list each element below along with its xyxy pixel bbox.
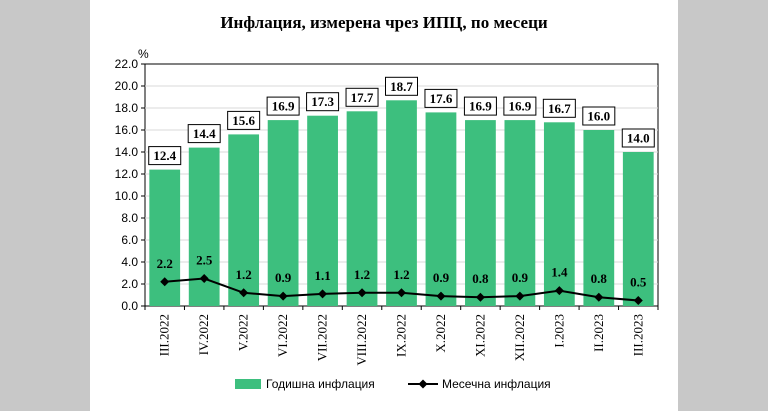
monthly-value-label: 2.5 (196, 253, 213, 268)
bar-III.2023 (622, 152, 654, 306)
y-tick-label: 8.0 (121, 211, 138, 225)
monthly-point (239, 288, 249, 298)
bar-value-label: 17.3 (311, 94, 334, 109)
monthly-point (594, 292, 604, 302)
chart-panel: Инфлация, измерена чрез ИПЦ, по месеци %… (90, 0, 678, 411)
bar-value-label: 17.6 (430, 91, 453, 106)
axes: 0.0 2.0 4.0 6.0 8.0 10.0 12.0 14.0 16.0 18.0 20.0 2… (115, 57, 659, 366)
x-tick-label: XI.2022 (472, 314, 487, 357)
legend-marker-monthly (418, 379, 428, 389)
bar-value-label: 14.0 (627, 131, 650, 146)
bar-IX.2022 (386, 100, 417, 306)
monthly-value-label: 0.8 (591, 271, 608, 286)
monthly-point (633, 296, 643, 305)
y-axis-unit: % (138, 47, 149, 61)
y-tick-label: 4.0 (121, 255, 138, 269)
x-tick-label: XII.2022 (512, 314, 527, 361)
y-tick-label: 16.0 (115, 123, 139, 137)
bar-label-box (187, 124, 221, 144)
bar-value-label: 16.7 (548, 101, 571, 116)
bar-label-box (227, 110, 261, 130)
monthly-point (160, 277, 170, 287)
y-tick-label: 14.0 (115, 145, 139, 159)
bar-VI.2022 (267, 120, 299, 306)
bar-label-box (306, 92, 340, 112)
y-tick-label: 20.0 (115, 79, 139, 93)
bar-label-box (463, 96, 497, 116)
monthly-value-label: 1.1 (314, 268, 330, 283)
x-tick-label: X.2022 (433, 314, 448, 353)
monthly-point (318, 289, 328, 299)
bar-value-label: 16.0 (587, 109, 610, 124)
bar-value-label: 17.7 (351, 90, 374, 105)
monthly-value-label: 0.9 (512, 270, 529, 285)
bar-value-label: 18.7 (390, 79, 413, 94)
monthly-point (199, 274, 209, 283)
x-tick-label: I.2023 (551, 314, 566, 348)
x-tick-label: VII.2022 (315, 314, 330, 361)
monthly-point (436, 291, 446, 301)
monthly-value-label: 1.4 (551, 265, 568, 280)
y-tick-label: 18.0 (115, 101, 139, 115)
x-tick-label: III.2022 (157, 314, 172, 356)
monthly-value-label: 2.2 (157, 256, 173, 271)
monthly-line: 2.2 2.5 1.2 0.9 1.1 1.2 1.2 0.9 0.8 0.9 1.4 0.8 0.5 (157, 253, 647, 305)
monthly-point (515, 291, 525, 301)
bar-label-box (542, 98, 576, 118)
bar-XII.2022 (504, 120, 536, 306)
monthly-value-label: 0.9 (433, 270, 450, 285)
monthly-value-label: 0.5 (630, 275, 647, 290)
monthly-value-label: 1.2 (354, 267, 370, 282)
y-tick-label: 22.0 (115, 57, 139, 71)
bar-label-box (148, 146, 182, 166)
bar-label-box (385, 76, 418, 96)
monthly-value-label: 0.8 (472, 271, 489, 286)
bar-label-box (266, 96, 300, 116)
bar-V.2022 (228, 134, 260, 306)
y-tick-label: 10.0 (115, 189, 139, 203)
bar-value-label: 12.4 (153, 148, 176, 163)
bar-label-box (345, 87, 379, 107)
bar-value-label: 15.6 (232, 113, 255, 128)
y-tick-label: 6.0 (121, 233, 138, 247)
monthly-value-label: 1.2 (236, 267, 252, 282)
x-tick-label: II.2023 (591, 314, 606, 352)
x-tick-label: IV.2022 (196, 314, 211, 355)
monthly-point (278, 291, 288, 301)
y-tick-label: 2.0 (121, 277, 138, 291)
monthly-point (554, 286, 564, 296)
monthly-point (475, 292, 485, 302)
bar-label-box (621, 128, 655, 148)
x-tick-label: VI.2022 (275, 314, 290, 357)
x-tick-label: V.2022 (236, 314, 251, 351)
bar-XI.2022 (465, 120, 496, 306)
x-tick-label: III.2023 (630, 314, 645, 356)
legend: Годишна инфлация Месечна инфлация (235, 377, 551, 391)
bar-VII.2022 (307, 115, 338, 306)
chart-title: Инфлация, измерена чрез ИПЦ, по месеци (220, 13, 548, 32)
monthly-value-label: 1.2 (393, 267, 409, 282)
bar-VIII.2022 (346, 111, 378, 306)
bar-label-box (424, 88, 458, 108)
legend-label-annual: Годишна инфлация (266, 377, 375, 391)
y-tick-label: 12.0 (115, 167, 139, 181)
legend-swatch-annual (235, 379, 261, 389)
monthly-point (397, 288, 406, 298)
bar-X.2022 (425, 112, 457, 307)
bar-I.2023 (543, 122, 575, 306)
monthly-point (357, 288, 367, 298)
chart: Инфлация, измерена чрез ИПЦ, по месеци %… (115, 13, 659, 391)
monthly-value-label: 0.9 (275, 270, 292, 285)
bar-value-label: 16.9 (509, 99, 532, 114)
bar-value-label: 16.9 (469, 99, 492, 114)
bar-label-box (503, 96, 537, 116)
x-tick-label: VIII.2022 (354, 314, 369, 366)
bar-label-box (582, 106, 616, 126)
bar-value-label: 14.4 (193, 126, 216, 141)
x-tick-label: IX.2022 (394, 314, 409, 357)
legend-label-monthly: Месечна инфлация (442, 377, 551, 391)
y-tick-label: 0.0 (121, 299, 138, 313)
bar-value-label: 16.9 (272, 99, 295, 114)
bar-II.2023 (583, 130, 615, 306)
